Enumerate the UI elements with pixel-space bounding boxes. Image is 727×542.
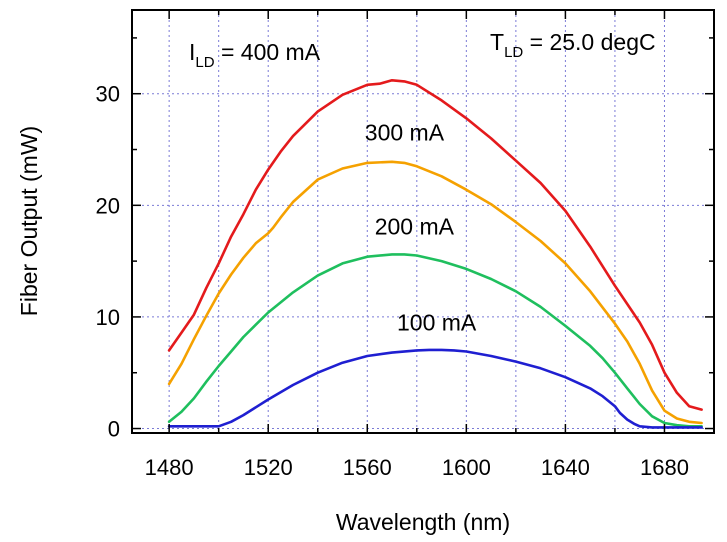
- temperature-annotation-main: T: [490, 29, 504, 55]
- temperature-annotation-sub: LD: [504, 44, 523, 61]
- series-line-300-ma: [167, 160, 703, 425]
- x-axis-title: Wavelength (nm): [336, 509, 510, 535]
- series-label: 200 mA: [375, 213, 455, 239]
- series-line-400-ma: [167, 79, 703, 411]
- y-tick-label: 10: [96, 305, 120, 330]
- series-line-200-ma: [167, 253, 703, 428]
- x-tick-label: 1680: [640, 455, 689, 480]
- temperature-annotation: TLD = 25.0 degC: [490, 29, 656, 61]
- x-tick-label: 1600: [442, 455, 491, 480]
- y-tick-label: 30: [96, 82, 120, 107]
- current-annotation-sub: LD: [195, 54, 214, 71]
- axis-ticks: 1480 1520 1560 1600 1640 1680 0 10 20 30: [96, 10, 715, 480]
- x-tick-label: 1480: [145, 455, 194, 480]
- y-axis-title: Fiber Output (mW): [16, 126, 42, 316]
- current-annotation: ILD = 400 mA: [189, 39, 321, 71]
- current-annotation-main: I: [189, 39, 195, 65]
- series-lines: [167, 79, 703, 429]
- x-tick-label: 1560: [343, 455, 392, 480]
- series-line-100-ma: [167, 348, 703, 429]
- x-tick-label: 1520: [244, 455, 293, 480]
- x-tick-label: 1640: [541, 455, 590, 480]
- y-tick-label: 20: [96, 193, 120, 218]
- series-labels: 300 mA 200 mA 100 mA: [365, 120, 477, 336]
- series-label: 100 mA: [397, 309, 477, 335]
- current-annotation-value: = 400 mA: [215, 39, 321, 65]
- series-label: 300 mA: [365, 120, 445, 146]
- temperature-annotation-value: = 25.0 degC: [523, 29, 655, 55]
- plot-frame: [131, 9, 715, 434]
- y-tick-label: 0: [108, 417, 120, 442]
